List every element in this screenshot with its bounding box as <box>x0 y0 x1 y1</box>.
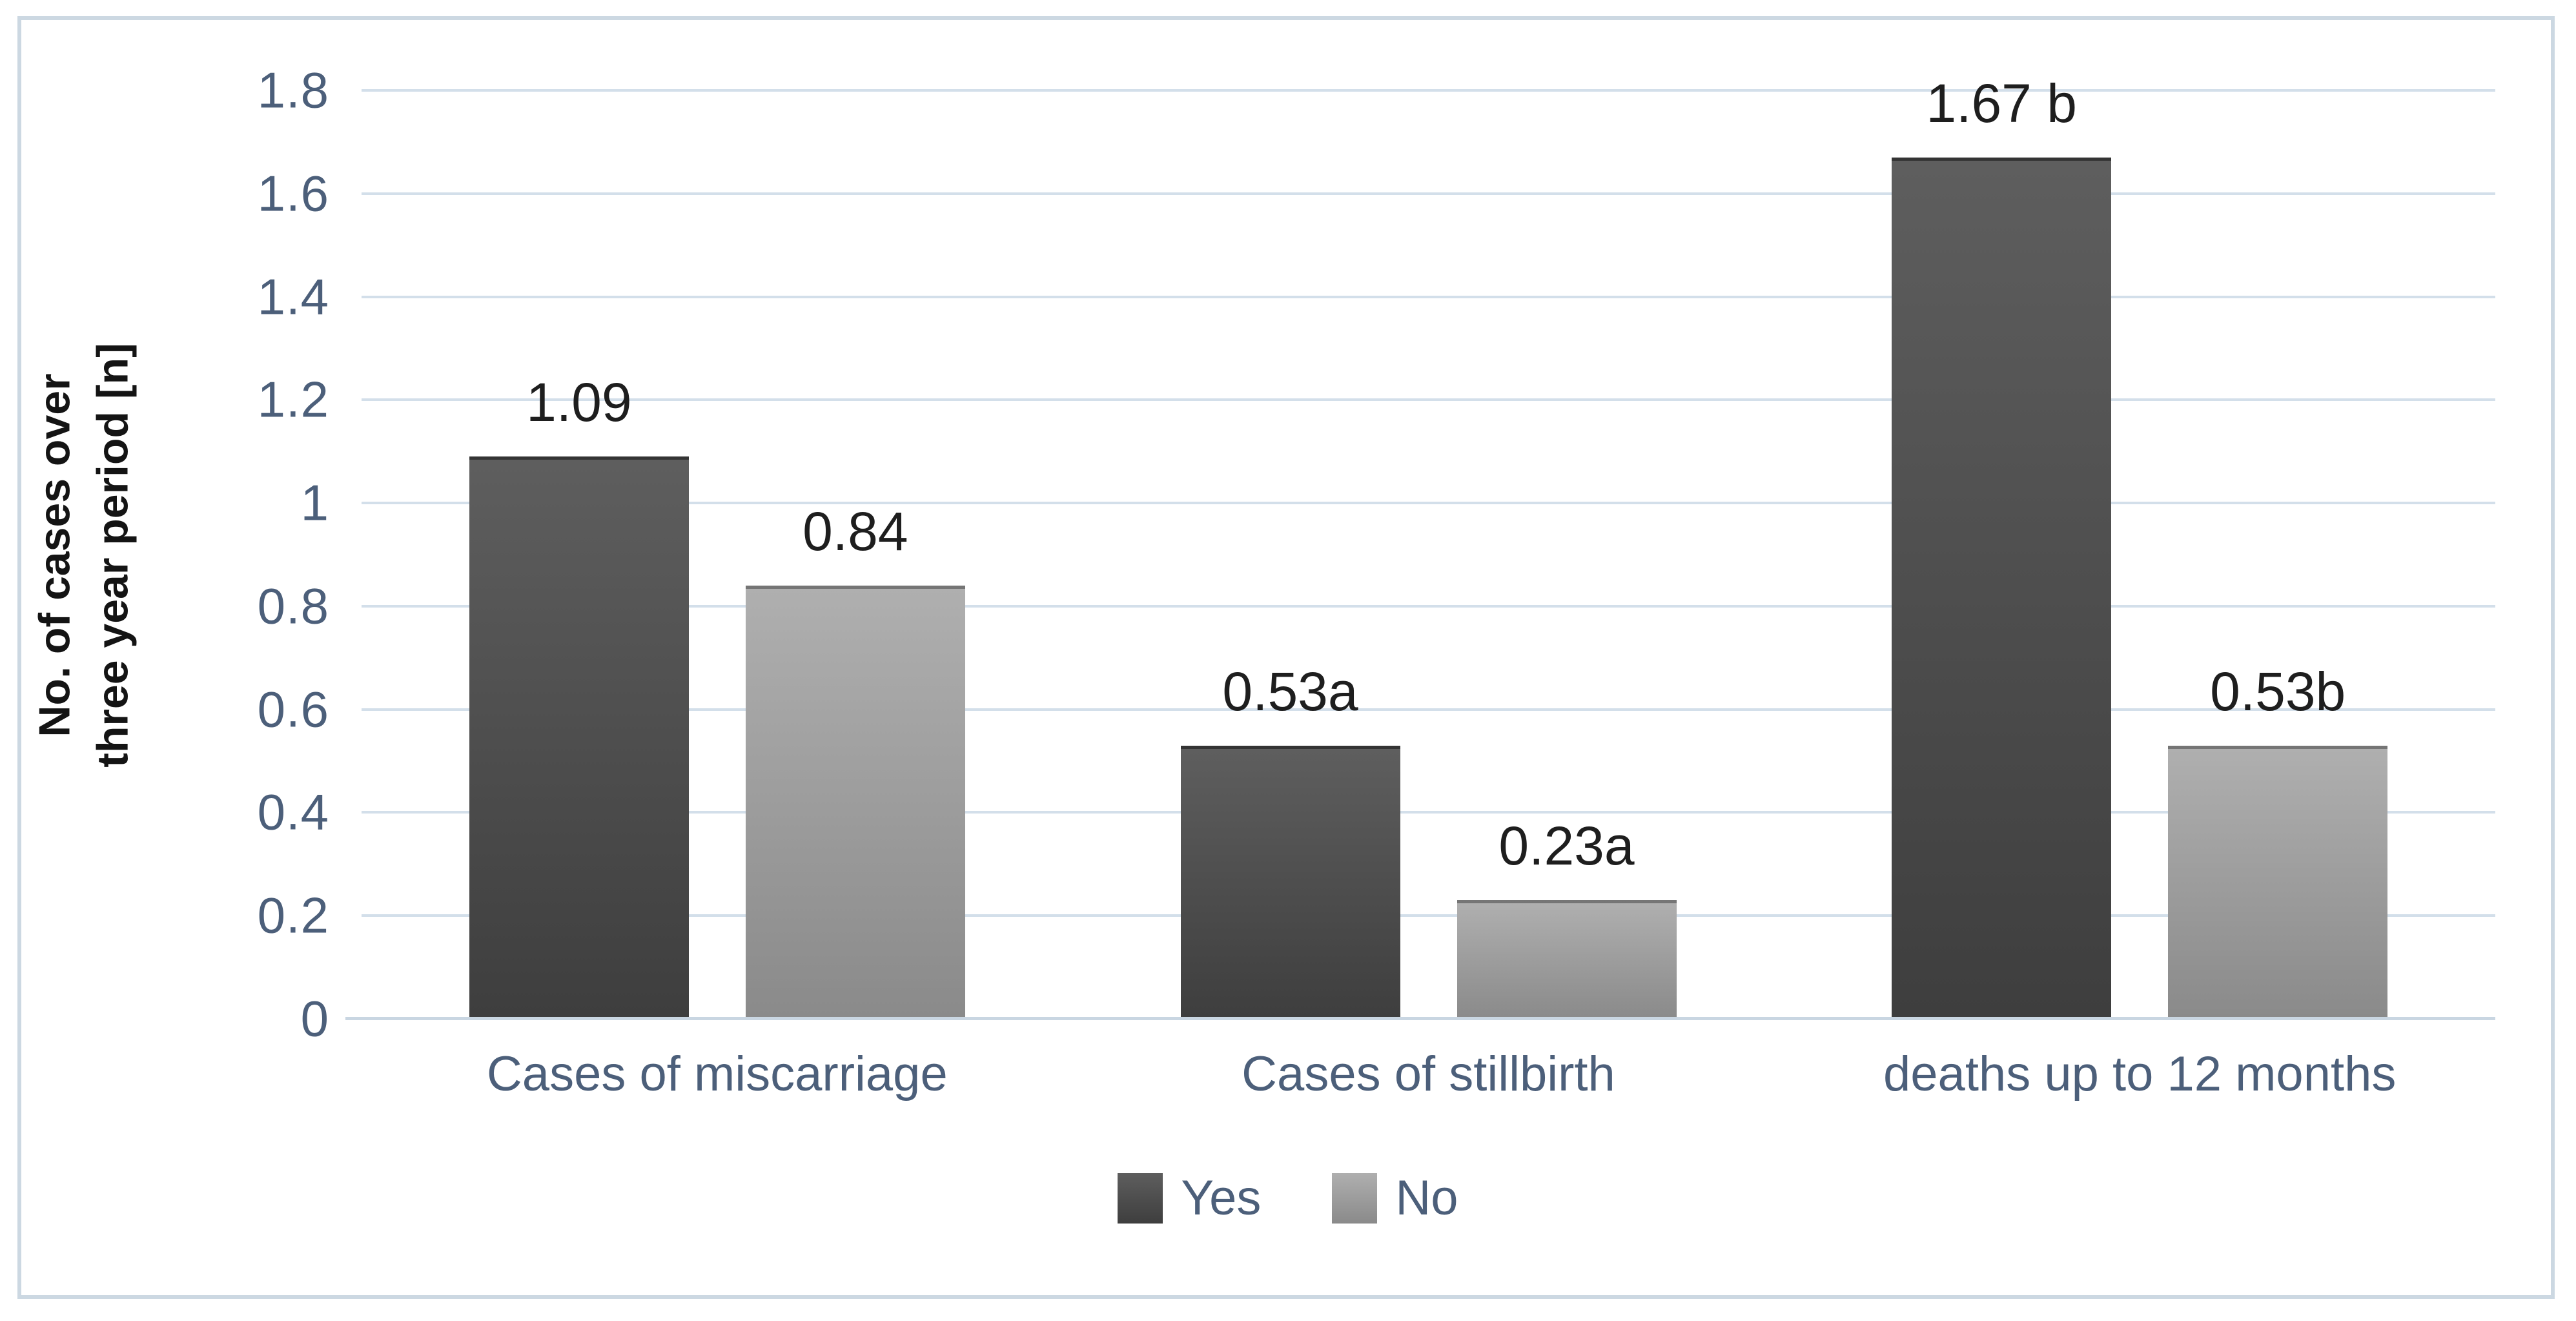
legend-swatch-icon <box>1118 1173 1163 1224</box>
bar-fill <box>1180 745 1400 1019</box>
y-tick-label: 1.8 <box>257 61 329 119</box>
bar-fill <box>745 585 965 1019</box>
bar-value-label: 0.53b <box>2210 660 2346 722</box>
bar-value-label: 1.67 b <box>1926 72 2077 134</box>
y-tick-label: 0 <box>300 990 329 1047</box>
bar-no: 0.53b <box>2168 90 2388 1019</box>
gridline <box>362 502 2495 505</box>
y-tick-label: 1.2 <box>257 371 329 428</box>
bar-no: 0.84 <box>745 90 965 1019</box>
x-category-label: deaths up to 12 months <box>1883 1046 2397 1101</box>
gridline <box>362 295 2495 298</box>
gridline <box>362 192 2495 195</box>
bar-yes: 0.53a <box>1180 90 1400 1019</box>
legend-label: Yes <box>1181 1171 1262 1225</box>
bar-yes: 1.09 <box>469 90 689 1019</box>
legend-label: No <box>1395 1171 1458 1225</box>
legend-swatch-icon <box>1332 1173 1378 1224</box>
bar-value-label: 1.09 <box>526 372 632 433</box>
x-category-cell: Cases of stillbirth <box>1073 1019 1784 1129</box>
y-tick-label: 1.6 <box>257 165 329 222</box>
y-tick-label: 1.4 <box>257 268 329 325</box>
x-category-label: Cases of miscarriage <box>486 1046 948 1101</box>
legend-item-yes: Yes <box>1118 1170 1261 1226</box>
bar-no: 0.23a <box>1457 90 1677 1019</box>
plot-area: 1.09 0.84 0.53a 0.23a 1.67 b 0.53b <box>345 73 2495 1020</box>
gridline <box>362 604 2495 608</box>
gridline <box>362 811 2495 814</box>
gridline <box>362 398 2495 402</box>
legend-item-no: No <box>1332 1170 1458 1226</box>
y-tick-label: 0.2 <box>257 886 329 944</box>
x-category-label: Cases of stillbirth <box>1242 1046 1615 1101</box>
bars-layer: 1.09 0.84 0.53a 0.23a 1.67 b 0.53b <box>362 73 2495 1019</box>
gridline <box>362 914 2495 917</box>
bar-fill <box>1892 157 2112 1019</box>
bar-value-label: 0.84 <box>802 500 908 562</box>
bar-fill <box>1457 900 1677 1019</box>
chart-border <box>17 16 2555 1299</box>
y-tick-label: 0.6 <box>257 681 329 738</box>
x-axis-line <box>345 1017 2495 1020</box>
y-tick-label: 1 <box>300 474 329 531</box>
y-tick-label: 0.8 <box>257 577 329 635</box>
legend: Yes No <box>0 1170 2576 1226</box>
category-group: 1.67 b 0.53b <box>1784 73 2495 1019</box>
x-category-cell: Cases of miscarriage <box>362 1019 1073 1129</box>
gridline <box>362 89 2495 92</box>
bar-value-label: 0.53a <box>1222 660 1358 722</box>
x-category-cell: deaths up to 12 months <box>1784 1019 2495 1129</box>
bar-fill <box>2168 745 2388 1019</box>
category-group: 0.53a 0.23a <box>1073 90 1784 1019</box>
y-axis-ticks: 0 0.2 0.4 0.6 0.8 1 1.2 1.4 1.6 1.8 <box>0 62 329 1047</box>
category-group: 1.09 0.84 <box>362 90 1073 1019</box>
bar-yes: 1.67 b <box>1892 73 2112 1019</box>
gridline <box>362 708 2495 711</box>
x-category-labels: Cases of miscarriage Cases of stillbirth d… <box>362 1019 2495 1129</box>
bar-fill <box>469 456 689 1019</box>
y-tick-label: 0.4 <box>257 783 329 841</box>
bar-value-label: 0.23a <box>1498 815 1635 877</box>
